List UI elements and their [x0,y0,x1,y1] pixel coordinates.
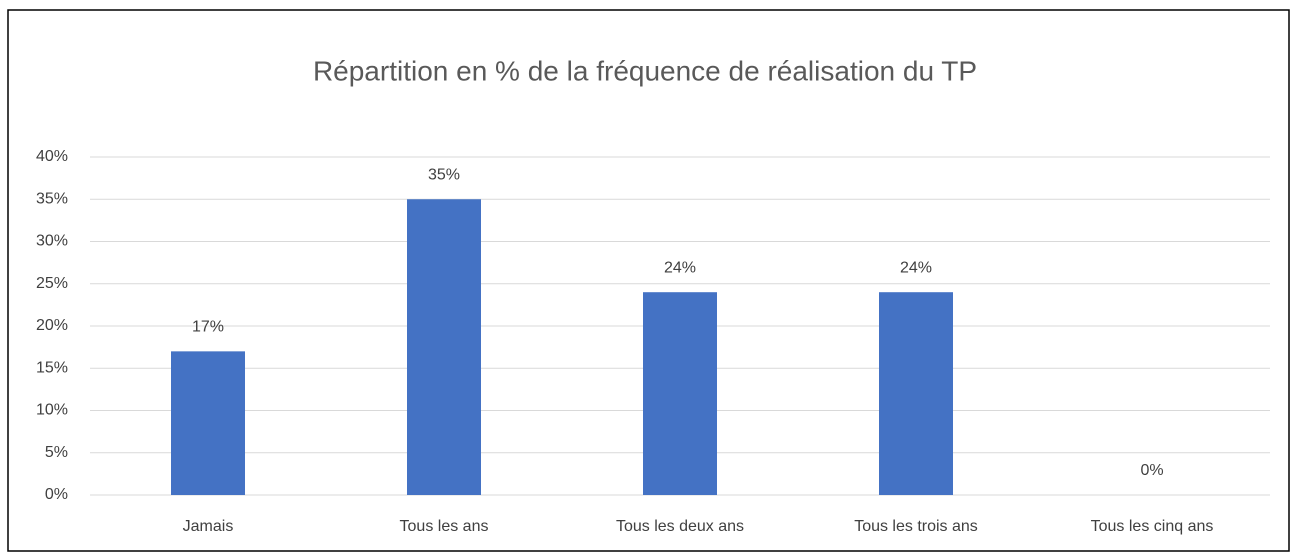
y-tick-label: 10% [36,402,68,419]
data-label: 24% [900,259,932,276]
data-label: 17% [192,319,224,336]
data-label: 35% [428,166,460,183]
bar [879,292,953,495]
y-tick-label: 5% [45,444,68,461]
data-label: 0% [1140,462,1163,479]
bar [407,199,481,495]
y-tick-label: 40% [36,148,68,165]
x-tick-label: Jamais [183,518,234,535]
data-label: 24% [664,259,696,276]
y-tick-label: 20% [36,317,68,334]
y-tick-label: 35% [36,190,68,207]
y-tick-label: 30% [36,233,68,250]
y-tick-label: 0% [45,486,68,503]
bar [643,292,717,495]
y-tick-label: 25% [36,275,68,292]
chart-title: Répartition en % de la fréquence de réal… [313,55,977,86]
x-tick-label: Tous les deux ans [616,518,744,535]
y-tick-label: 15% [36,359,68,376]
x-tick-label: Tous les trois ans [854,518,978,535]
x-tick-label: Tous les cinq ans [1091,518,1214,535]
x-tick-label: Tous les ans [400,518,489,535]
bar [171,351,245,495]
